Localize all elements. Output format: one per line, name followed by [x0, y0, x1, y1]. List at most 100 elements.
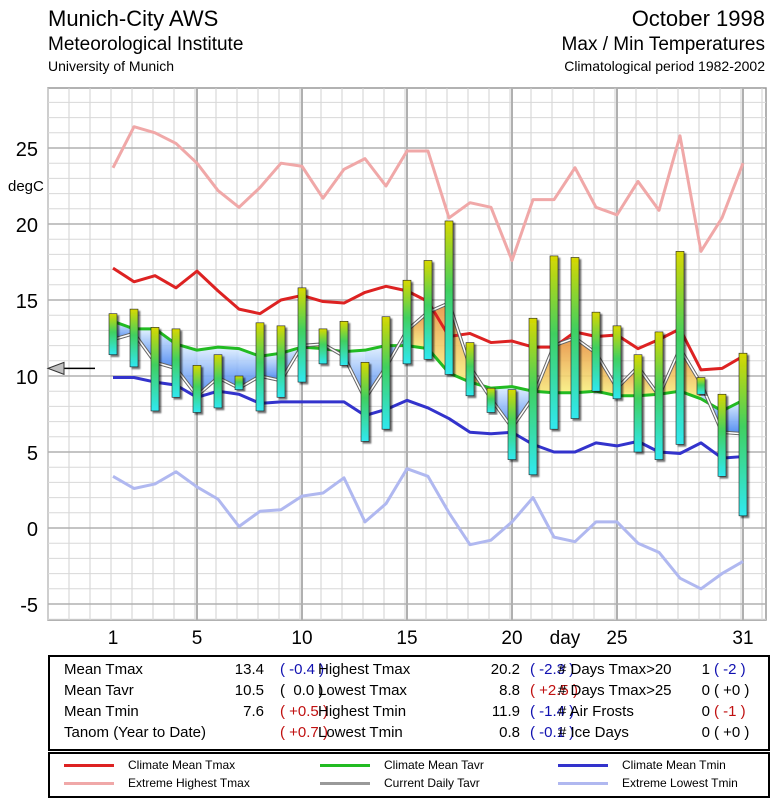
daily-range-bar [633, 354, 643, 453]
anomaly-area [365, 345, 386, 399]
stat-value: 0 [701, 682, 710, 699]
daily-range-bar [276, 325, 286, 398]
daily-range-bar [423, 260, 433, 360]
stat-anomaly: ( +2.5 ) [530, 682, 578, 699]
stat-label: # Ice Days [558, 724, 629, 741]
legend-swatch [64, 782, 114, 786]
daily-range-bar [318, 328, 328, 365]
stat-label: # Air Frosts [558, 703, 634, 720]
stat-value: 0 [701, 724, 710, 741]
anomaly-area [176, 344, 197, 396]
daily-range-bar [570, 257, 580, 419]
legend-label: Climate Mean Tmax [128, 758, 236, 772]
stat-label: # Days Tmax>20 [558, 661, 672, 678]
anomaly-area [197, 347, 218, 396]
legend-swatch [320, 782, 370, 786]
anomaly-area [680, 348, 701, 399]
x-tick-label: 31 [732, 628, 753, 649]
anomaly-area [407, 312, 428, 349]
stat-value: 20.2 [490, 661, 520, 678]
legend-item: Extreme Highest Tmax [64, 776, 250, 790]
daily-range-bar [192, 365, 202, 413]
month-title: October 1998 [631, 6, 765, 31]
legend-swatch [64, 764, 114, 768]
daily-range-bar [528, 317, 538, 476]
institute-name: Meteorological Institute [48, 34, 244, 55]
stat-anomaly: ( -2 ) [714, 661, 746, 678]
stat-anomaly: ( 0.0 ) [280, 682, 324, 699]
daily-range-bar [717, 393, 727, 477]
legend-label: Extreme Lowest Tmin [622, 776, 738, 790]
stat-value: 0 [701, 703, 710, 720]
daily-range-bar [738, 352, 748, 517]
x-tick-label: 15 [396, 628, 417, 649]
anomaly-area [260, 353, 281, 381]
stat-label: # Days Tmax>25 [558, 682, 672, 699]
stat-label: Lowest Tmax [318, 682, 407, 699]
daily-range-bar [150, 327, 160, 412]
x-tick-label: 10 [291, 628, 312, 649]
stat-label: Highest Tmax [318, 661, 411, 678]
x-tick-label: 5 [192, 628, 203, 649]
series-line-extreme-lowest-tmin [112, 467, 744, 591]
x-tick-label: 25 [606, 628, 627, 649]
stat-anomaly: ( -2.3 ) [530, 661, 575, 678]
stat-label: Mean Tmax [64, 661, 143, 678]
stat-anomaly: ( -0.4 ) [280, 661, 325, 678]
anomaly-area [491, 386, 512, 428]
stat-anomaly: ( +0 ) [714, 682, 750, 699]
legend-item: Extreme Lowest Tmin [558, 776, 738, 790]
daily-range-bar [381, 316, 391, 430]
y-axis-label: degC [8, 178, 44, 195]
anomaly-area [554, 338, 575, 393]
legend-item: Climate Mean Tmin [558, 758, 726, 772]
y-tick-label: 0 [27, 519, 38, 541]
stat-value: 7.6 [243, 703, 264, 720]
daily-range-bar [549, 255, 559, 430]
x-tick-label: 20 [501, 628, 522, 649]
stat-value: 13.4 [234, 661, 264, 678]
stat-value: 10.5 [234, 682, 264, 699]
daily-range-bar [507, 389, 517, 460]
x-axis-label: day [550, 628, 581, 649]
legend-item: Current Daily Tavr [320, 776, 480, 790]
daily-range-bar [213, 354, 223, 409]
chart-title: Max / Min Temperatures [561, 34, 765, 55]
stat-label: Mean Tmin [64, 703, 139, 720]
daily-range-bar [171, 328, 181, 398]
stat-anomaly: ( -0.1 ) [530, 724, 575, 741]
daily-range-bar [675, 251, 685, 445]
anomaly-area [218, 347, 239, 389]
daily-range-bar [129, 308, 139, 368]
y-tick-label: 15 [16, 291, 38, 313]
anomaly-area [428, 303, 449, 373]
daily-range-bar [255, 322, 265, 412]
climatological-period: Climatological period 1982-2002 [564, 58, 765, 74]
legend-label: Climate Mean Tmin [622, 758, 726, 772]
legend-label: Extreme Highest Tmax [128, 776, 250, 790]
daily-range-bar [486, 387, 496, 413]
y-tick-label: 5 [27, 443, 38, 465]
stat-anomaly: ( -1.4 ) [530, 703, 575, 720]
daily-range-bar [444, 220, 454, 375]
legend-item: Climate Mean Tmax [64, 758, 235, 772]
daily-range-bar [108, 313, 118, 356]
daily-range-bar [360, 362, 370, 442]
stat-anomaly: ( +0.7 ) [280, 724, 328, 741]
x-tick-label: 1 [108, 628, 119, 649]
series-line-extreme-highest-tmax [111, 125, 745, 262]
station-title: Munich-City AWS [48, 6, 219, 31]
anomaly-area [155, 328, 176, 369]
y-tick-label: -5 [20, 595, 38, 617]
reference-arrow-icon [46, 361, 65, 376]
legend-label: Current Daily Tavr [384, 776, 480, 790]
stat-label: Tanom (Year to Date) [64, 724, 207, 741]
y-tick-label: 20 [16, 215, 38, 237]
daily-range-bar [297, 287, 307, 383]
stat-label: Mean Tavr [64, 682, 134, 699]
legend-swatch [558, 764, 608, 768]
daily-range-bar [696, 377, 706, 395]
daily-range-bar [654, 331, 664, 460]
anomaly-area [575, 338, 596, 393]
